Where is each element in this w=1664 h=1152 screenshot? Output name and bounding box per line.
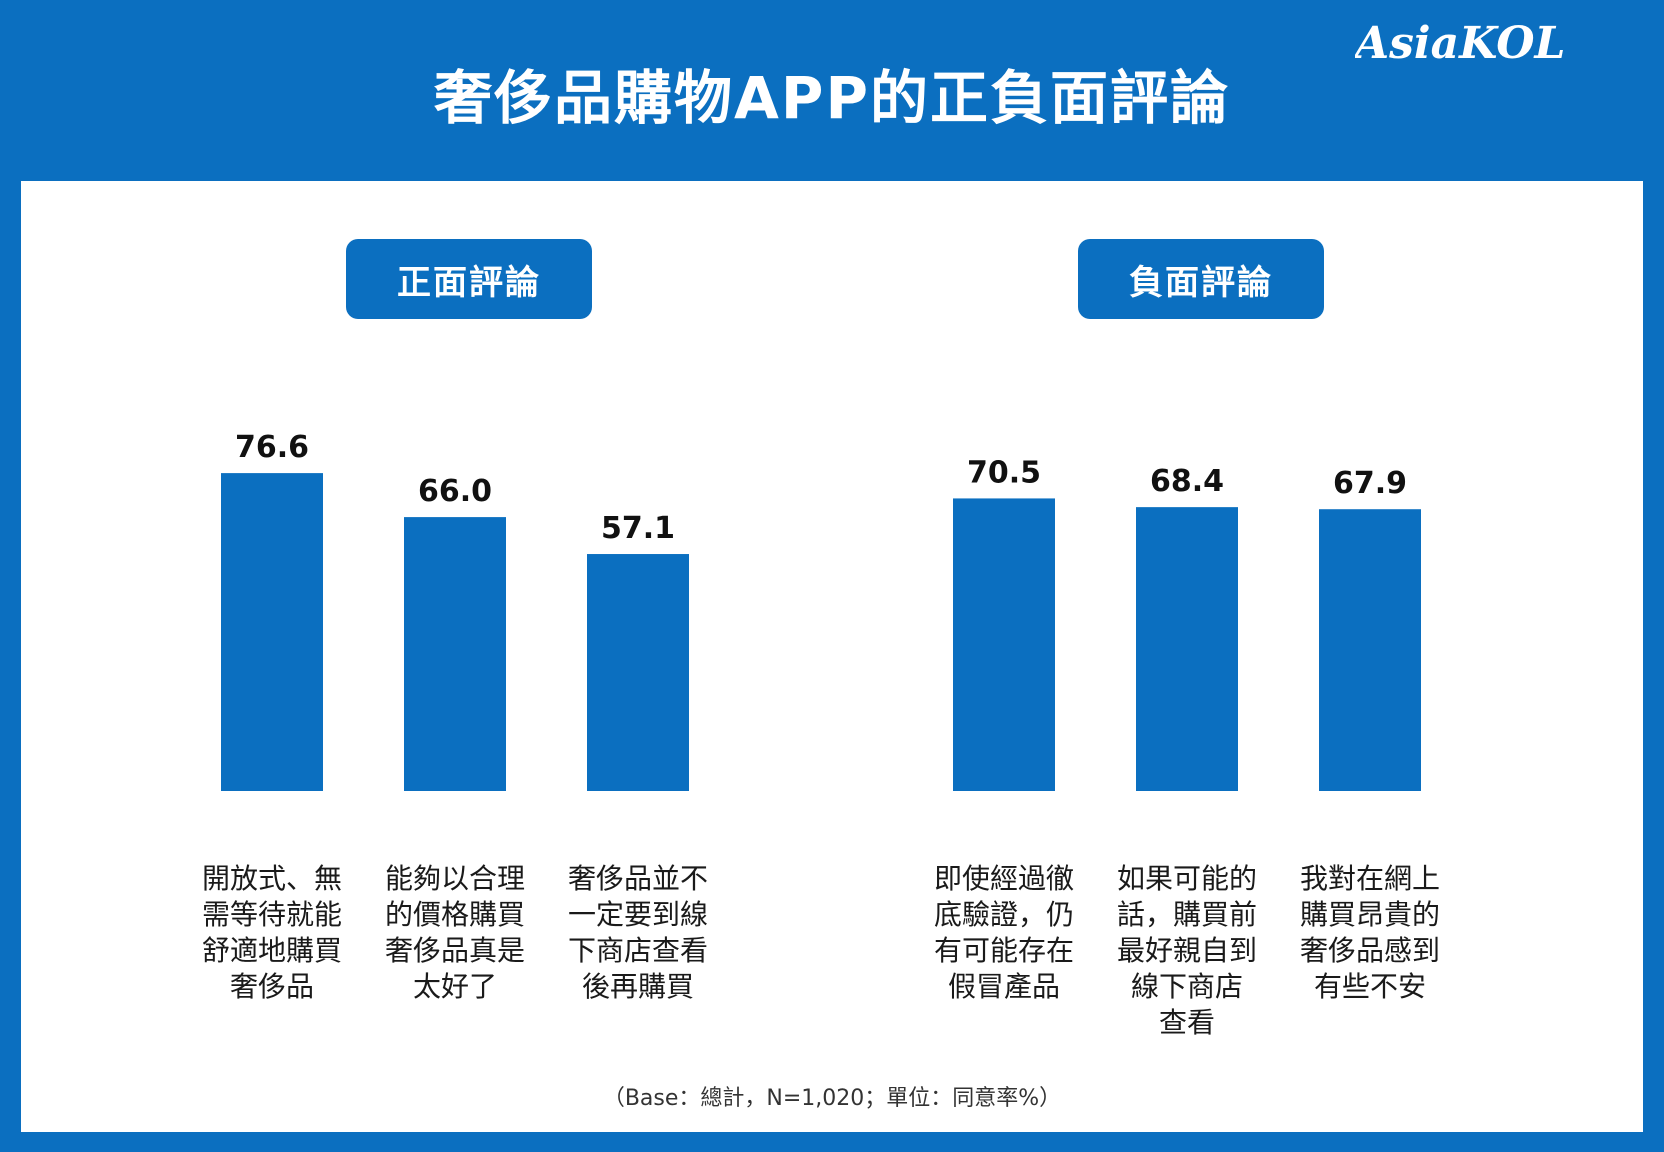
positive-bar-1 <box>221 473 323 791</box>
negative-reviews-badge: 負面評論 <box>1078 239 1324 319</box>
footnote: （Base：總計，N=1,020；單位：同意率%） <box>602 1086 1062 1111</box>
positive-category-label-3: 奢侈品並不 一定要到線 下商店查看 後再購買 <box>567 862 708 1003</box>
positive-bar-2 <box>404 517 506 791</box>
positive-value-label-1: 76.6 <box>235 430 309 465</box>
chart-panel: 正面評論 負面評論 76.6 66.0 57.1 70.5 68.4 67.9 開放式、… <box>21 181 1643 1132</box>
positive-reviews-chart: 76.6 66.0 57.1 <box>181 341 741 815</box>
negative-bar-3 <box>1319 509 1421 791</box>
positive-bar-3 <box>587 554 689 791</box>
negative-bar-svg: 70.5 68.4 67.9 <box>953 455 1421 791</box>
negative-bar-2 <box>1136 507 1238 791</box>
negative-bar-1 <box>953 498 1055 791</box>
asiakol-logo: AsiaKOL <box>1355 18 1565 69</box>
positive-bar-svg: 76.6 66.0 57.1 <box>221 430 689 791</box>
main-title: 奢侈品購物APP的正負面評論 <box>434 64 1230 132</box>
positive-value-label-2: 66.0 <box>418 474 492 509</box>
positive-category-label-2: 能夠以合理 的價格購買 奢侈品真是 太好了 <box>384 862 525 1003</box>
negative-category-label-3: 我對在網上 購買昂貴的 奢侈品感到 有些不安 <box>1299 862 1440 1003</box>
positive-category-label-1: 開放式、無 需等待就能 舒適地購買 奢侈品 <box>201 862 342 1003</box>
negative-category-label-1: 即使經過徹 底驗證，仍 有可能存在 假冒產品 <box>933 862 1074 1003</box>
negative-category-label-2: 如果可能的 話，購買前 最好親自到 線下商店 查看 <box>1116 862 1257 1039</box>
logo-text: AsiaKOL <box>1355 18 1565 69</box>
positive-value-label-3: 57.1 <box>601 511 675 546</box>
negative-value-label-2: 68.4 <box>1150 464 1224 499</box>
negative-value-label-3: 67.9 <box>1333 466 1407 501</box>
positive-reviews-badge: 正面評論 <box>346 239 592 319</box>
negative-reviews-chart: 70.5 68.4 67.9 <box>913 341 1473 815</box>
negative-value-label-1: 70.5 <box>967 455 1041 490</box>
